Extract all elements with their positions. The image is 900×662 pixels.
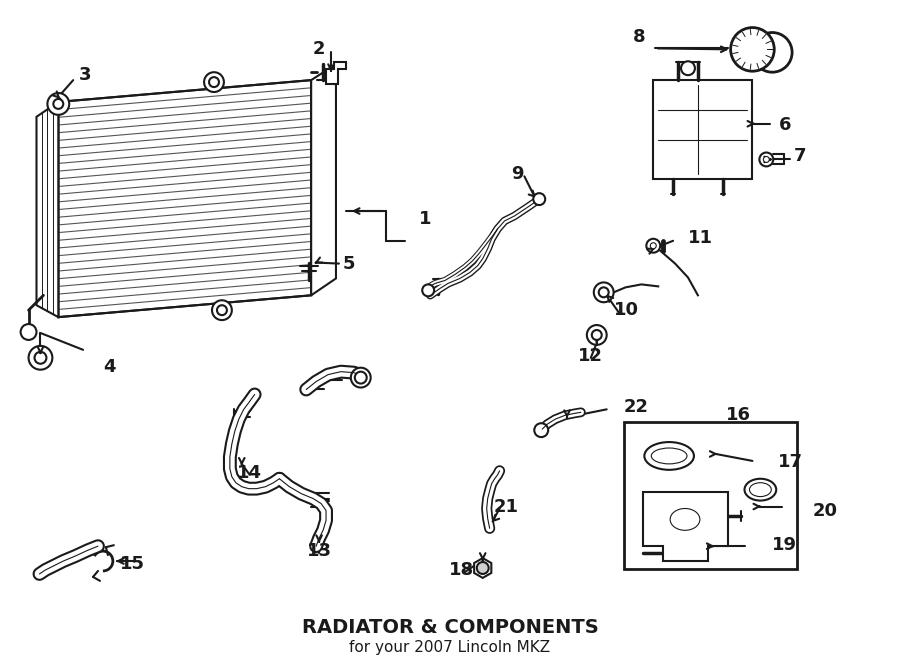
Circle shape [731,28,774,71]
Circle shape [212,301,232,320]
Bar [624,422,797,569]
Circle shape [204,72,224,92]
Circle shape [21,324,37,340]
Circle shape [534,193,545,205]
Circle shape [48,93,69,115]
Circle shape [535,423,548,437]
Polygon shape [58,80,311,317]
Circle shape [651,243,656,249]
Circle shape [53,99,63,109]
Circle shape [477,562,489,574]
Polygon shape [326,62,346,84]
Circle shape [29,346,52,369]
Text: RADIATOR & COMPONENTS: RADIATOR & COMPONENTS [302,618,598,637]
Circle shape [763,156,769,162]
Circle shape [422,285,434,297]
Circle shape [598,287,608,297]
Text: 9: 9 [511,166,524,183]
Circle shape [752,32,792,72]
Circle shape [592,330,602,340]
Ellipse shape [744,479,776,500]
Ellipse shape [652,448,687,464]
Circle shape [587,325,607,345]
Text: 1: 1 [419,210,431,228]
Text: 15: 15 [121,555,145,573]
Circle shape [34,352,47,363]
Text: 22: 22 [624,399,649,416]
Text: 12: 12 [579,347,603,365]
Polygon shape [653,80,752,179]
Circle shape [355,371,366,383]
Text: 6: 6 [778,116,791,134]
Ellipse shape [750,483,771,496]
Text: 16: 16 [726,406,752,424]
Circle shape [209,77,219,87]
Text: 20: 20 [813,502,837,520]
Polygon shape [644,492,728,561]
Circle shape [351,367,371,387]
Circle shape [681,62,695,75]
Text: 19: 19 [771,536,796,554]
Text: 3: 3 [79,66,91,84]
Text: 8: 8 [633,28,645,46]
Text: 10: 10 [614,301,639,319]
Circle shape [760,152,773,166]
Text: 11: 11 [688,229,714,247]
Text: 21: 21 [494,498,519,516]
Text: 5: 5 [343,255,356,273]
Polygon shape [474,558,491,578]
Text: for your 2007 Lincoln MKZ: for your 2007 Lincoln MKZ [349,639,551,655]
Circle shape [217,305,227,315]
Ellipse shape [644,442,694,470]
Text: 4: 4 [104,357,116,376]
Text: 17: 17 [778,453,803,471]
Text: 2: 2 [313,40,326,58]
Polygon shape [311,64,336,295]
Text: 18: 18 [449,561,474,579]
Text: 7: 7 [794,148,806,166]
Circle shape [594,283,614,303]
Circle shape [646,239,661,253]
Ellipse shape [670,508,700,530]
Text: 13: 13 [307,542,331,560]
Polygon shape [37,102,58,317]
Text: 14: 14 [238,464,262,482]
